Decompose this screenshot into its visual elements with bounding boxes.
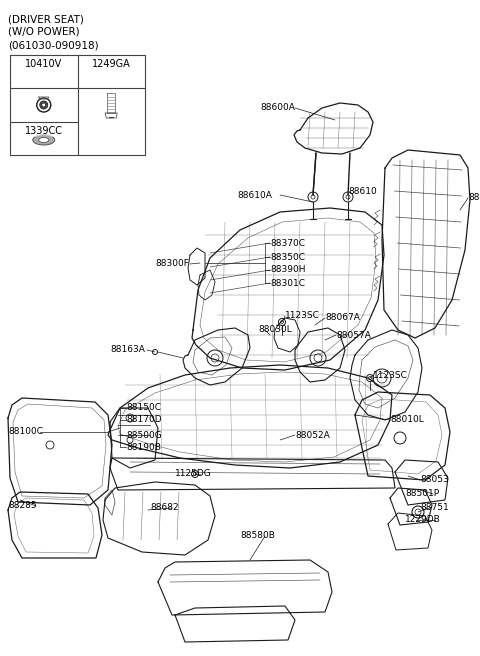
Text: 1123SC: 1123SC <box>285 312 320 321</box>
Text: 88190B: 88190B <box>126 443 161 451</box>
Text: (061030-090918): (061030-090918) <box>8 40 98 50</box>
Ellipse shape <box>33 135 55 145</box>
Text: 88350C: 88350C <box>270 253 305 262</box>
Text: 88390N: 88390N <box>468 194 480 203</box>
Text: 88610: 88610 <box>348 188 377 197</box>
Text: 88163A: 88163A <box>110 346 145 354</box>
Text: 10410V: 10410V <box>25 59 62 69</box>
Text: 88500G: 88500G <box>126 430 162 440</box>
Text: 1229DB: 1229DB <box>405 516 441 525</box>
Text: 88610A: 88610A <box>237 190 272 199</box>
Text: 88580B: 88580B <box>240 531 275 541</box>
Text: 88052A: 88052A <box>295 430 330 440</box>
Text: 1339CC: 1339CC <box>25 126 63 136</box>
Text: 88301C: 88301C <box>270 279 305 287</box>
Circle shape <box>42 103 46 107</box>
Text: 88067A: 88067A <box>325 314 360 323</box>
Text: 88057A: 88057A <box>336 331 371 340</box>
Text: 88150C: 88150C <box>126 403 161 413</box>
Circle shape <box>40 101 48 109</box>
Text: (W/O POWER): (W/O POWER) <box>8 27 80 37</box>
Text: (DRIVER SEAT): (DRIVER SEAT) <box>8 14 84 24</box>
Text: 88010L: 88010L <box>390 415 424 424</box>
Text: 1249GA: 1249GA <box>92 59 131 69</box>
Text: 88100C: 88100C <box>8 428 43 436</box>
Text: 88682: 88682 <box>150 504 179 512</box>
Text: 88751: 88751 <box>420 502 449 512</box>
Text: 88501P: 88501P <box>405 489 439 499</box>
Text: 1125DG: 1125DG <box>175 470 212 478</box>
Text: 88170D: 88170D <box>126 415 162 424</box>
Text: 88390H: 88390H <box>270 266 305 274</box>
Text: 88030L: 88030L <box>258 325 292 335</box>
Ellipse shape <box>39 138 49 142</box>
Text: 88600A: 88600A <box>260 104 295 112</box>
Text: 1123SC: 1123SC <box>373 371 408 380</box>
Text: 88053: 88053 <box>420 476 449 485</box>
Text: 88285: 88285 <box>8 501 36 510</box>
Text: 88370C: 88370C <box>270 239 305 247</box>
Text: 88300F: 88300F <box>155 260 189 268</box>
